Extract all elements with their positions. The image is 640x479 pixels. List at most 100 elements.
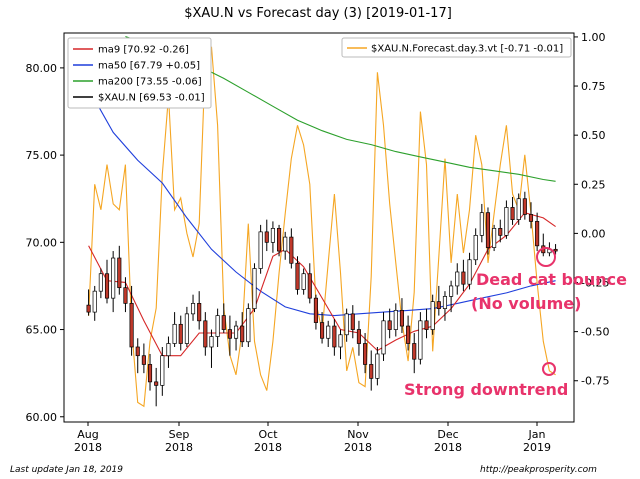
candle xyxy=(449,280,454,313)
candle-body xyxy=(406,325,411,344)
candle xyxy=(485,207,491,255)
x-tick-month: Nov xyxy=(347,428,369,441)
candle-body xyxy=(141,355,146,365)
downtrend-circle xyxy=(542,362,556,376)
candle xyxy=(350,305,355,339)
candle xyxy=(455,263,460,295)
candle-body xyxy=(479,212,484,236)
candle-body xyxy=(332,325,337,348)
candle xyxy=(277,224,282,257)
candle-body xyxy=(209,336,214,348)
candle xyxy=(313,294,318,330)
candle-body xyxy=(92,290,97,313)
candle xyxy=(227,315,232,356)
candle xyxy=(117,245,122,295)
candle-body xyxy=(240,325,245,343)
candle-body xyxy=(172,323,177,344)
candle xyxy=(283,231,288,260)
candlesticks xyxy=(86,191,558,407)
candle xyxy=(252,263,257,313)
candle-body xyxy=(516,198,521,221)
candle-body xyxy=(258,231,263,269)
candle xyxy=(516,193,521,225)
candle-body xyxy=(498,228,503,236)
legend-right: $XAU.N.Forecast.day.3.vt [-0.71 -0.01] xyxy=(341,37,572,58)
strong-downtrend-label: Strong downtrend xyxy=(404,380,568,399)
x-tick-year: 2018 xyxy=(344,441,372,454)
candle-body xyxy=(449,285,454,297)
y-right-tick-label: 0.00 xyxy=(581,227,606,240)
candle xyxy=(436,285,441,316)
x-tick-year: 2018 xyxy=(74,441,102,454)
candle xyxy=(381,312,386,361)
candle-body xyxy=(264,231,269,243)
candle-body xyxy=(442,296,448,309)
candle xyxy=(498,219,503,243)
candle-body xyxy=(436,301,441,309)
candle-body xyxy=(492,228,497,248)
candle xyxy=(264,219,269,252)
candle xyxy=(172,312,177,347)
candle xyxy=(301,268,306,295)
candle-body xyxy=(455,271,460,287)
candle-body xyxy=(289,236,294,264)
candle xyxy=(369,350,374,391)
candle xyxy=(479,203,484,243)
candle xyxy=(215,308,220,347)
legend-label: ma200 [73.55 -0.06] xyxy=(98,77,202,88)
x-tick-month: Aug xyxy=(77,428,98,441)
candle xyxy=(492,224,497,252)
chart-title: $XAU.N vs Forecast day (3) [2019-01-17] xyxy=(184,6,452,21)
candle xyxy=(332,319,337,356)
candle-body xyxy=(160,355,165,386)
candle-body xyxy=(461,271,466,285)
candle xyxy=(197,291,202,330)
y-right-tick-label: -0.75 xyxy=(581,375,609,388)
candle-body xyxy=(147,364,153,383)
candle-body xyxy=(283,236,288,252)
candle-body xyxy=(129,303,134,348)
y-right-tick-label: 0.75 xyxy=(581,80,606,93)
candle-body xyxy=(190,303,196,315)
candle xyxy=(320,312,325,344)
candle xyxy=(344,308,349,342)
candle-body xyxy=(227,329,232,339)
candle-body xyxy=(430,301,435,330)
candle xyxy=(393,303,398,337)
x-tick-month: Sep xyxy=(169,428,190,441)
candle xyxy=(221,303,226,334)
x-tick-year: 2018 xyxy=(165,441,193,454)
candle xyxy=(123,277,128,313)
candle-body xyxy=(117,257,122,289)
candle-body xyxy=(473,234,478,261)
candle xyxy=(307,263,312,304)
y-right-tick-label: -0.50 xyxy=(581,326,609,339)
candle-body xyxy=(270,228,275,243)
candle-body xyxy=(356,329,361,344)
candle xyxy=(535,212,540,252)
candle xyxy=(473,228,478,266)
x-tick-year: 2018 xyxy=(434,441,462,454)
candle xyxy=(510,196,515,225)
y-left-tick-label: 80.00 xyxy=(26,62,58,75)
candle-body xyxy=(277,228,282,252)
candle-body xyxy=(233,325,239,339)
candle-body xyxy=(363,343,368,365)
candle-body xyxy=(86,304,91,313)
candle xyxy=(430,294,435,335)
candle-body xyxy=(535,221,540,247)
candle-body xyxy=(123,287,128,304)
candle-body xyxy=(184,313,189,344)
last-update-text: Last update Jan 18, 2019 xyxy=(10,465,123,475)
x-axis: Aug2018Sep2018Oct2018Nov2018Dec2018Jan20… xyxy=(74,422,551,454)
legend-left: ma9 [70.92 -0.26] ma50 [67.79 +0.05] ma200… xyxy=(67,37,212,109)
candle xyxy=(135,338,140,374)
candle-body xyxy=(111,257,116,299)
x-tick-month: Dec xyxy=(437,428,458,441)
legend-label: $XAU.N.Forecast.day.3.vt [-0.71 -0.01] xyxy=(371,44,563,55)
candle xyxy=(399,298,405,334)
candle xyxy=(111,251,116,313)
candle-body xyxy=(178,323,183,344)
candle-body xyxy=(467,259,472,285)
